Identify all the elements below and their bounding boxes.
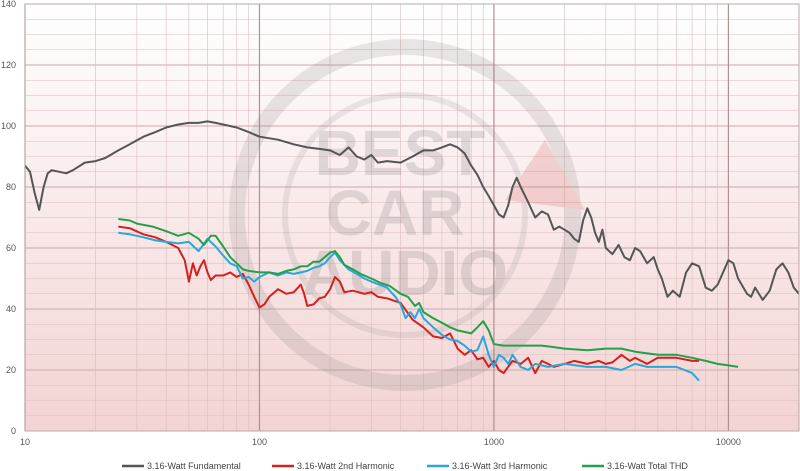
x-tick-label: 100 bbox=[252, 437, 267, 447]
svg-text:AUDIO: AUDIO bbox=[302, 237, 508, 309]
series-line-3-16-watt-total-thd bbox=[118, 218, 739, 368]
legend-label: 3.16-Watt 2nd Harmonic bbox=[297, 461, 395, 471]
watermark-logo: BEST CAR AUDIO bbox=[229, 39, 585, 391]
y-tick-label: 100 bbox=[1, 121, 16, 131]
series-line-3-16-watt-fundamental bbox=[25, 120, 799, 301]
y-tick-label: 80 bbox=[6, 182, 16, 192]
x-tick-label: 10000 bbox=[716, 437, 741, 447]
y-tick-label: 0 bbox=[11, 426, 16, 436]
y-tick-label: 20 bbox=[6, 365, 16, 375]
legend-label: 3.16-Watt Total THD bbox=[607, 461, 688, 471]
series-group bbox=[25, 120, 799, 382]
svg-text:CAR: CAR bbox=[326, 177, 465, 249]
y-tick-label: 120 bbox=[1, 60, 16, 70]
x-tick-label: 10 bbox=[20, 437, 30, 447]
y-tick-label: 40 bbox=[6, 304, 16, 314]
y-tick-label: 60 bbox=[6, 243, 16, 253]
series-line-3-16-watt-3rd-harmonic bbox=[118, 231, 700, 382]
legend: 3.16-Watt Fundamental 3.16-Watt 2nd Harmo… bbox=[122, 461, 688, 471]
x-tick-label: 1000 bbox=[484, 437, 504, 447]
axis-ticks: 0 20 40 60 80 100 120 140 10 100 1000 10000 bbox=[1, 0, 741, 447]
legend-label: 3.16-Watt Fundamental bbox=[147, 461, 241, 471]
y-tick-label: 140 bbox=[1, 0, 16, 9]
legend-label: 3.16-Watt 3rd Harmonic bbox=[452, 461, 548, 471]
plot-border bbox=[24, 3, 800, 432]
